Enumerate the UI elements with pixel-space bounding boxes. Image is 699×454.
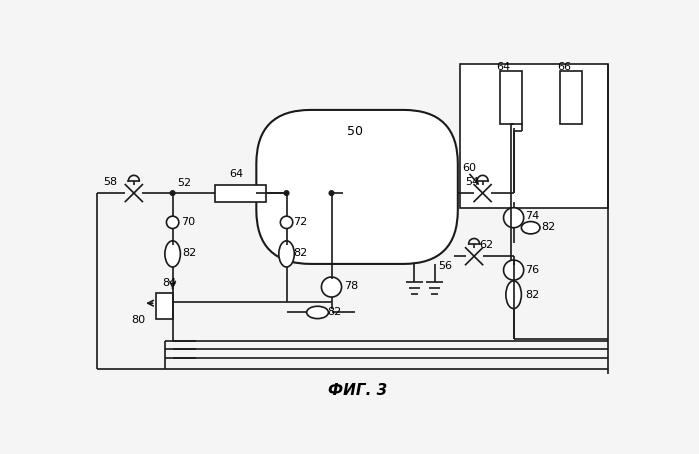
- Text: 52: 52: [178, 178, 192, 188]
- Text: 76: 76: [525, 265, 540, 275]
- Circle shape: [284, 191, 289, 195]
- Text: 56: 56: [438, 261, 452, 271]
- Text: 62: 62: [479, 241, 493, 251]
- Text: ФИГ. 3: ФИГ. 3: [329, 384, 387, 399]
- Circle shape: [171, 191, 175, 195]
- Text: 74: 74: [525, 211, 540, 221]
- Circle shape: [503, 208, 524, 228]
- Circle shape: [329, 191, 334, 195]
- Bar: [156, 293, 173, 319]
- Text: 84: 84: [163, 278, 177, 288]
- Text: 82: 82: [182, 248, 196, 258]
- Circle shape: [166, 216, 179, 228]
- Ellipse shape: [506, 281, 521, 309]
- Circle shape: [280, 216, 293, 228]
- Text: 78: 78: [344, 281, 358, 291]
- Ellipse shape: [521, 222, 540, 234]
- Text: 82: 82: [293, 248, 307, 258]
- Text: 82: 82: [542, 222, 556, 232]
- Text: 82: 82: [328, 306, 342, 316]
- Ellipse shape: [279, 241, 294, 267]
- Bar: [500, 71, 522, 124]
- Text: 60: 60: [463, 163, 477, 173]
- Text: 66: 66: [557, 62, 571, 72]
- Text: 64: 64: [496, 62, 511, 72]
- Ellipse shape: [165, 241, 180, 267]
- Text: 54: 54: [466, 177, 480, 187]
- FancyBboxPatch shape: [257, 110, 458, 264]
- Ellipse shape: [307, 306, 329, 319]
- Text: 50: 50: [347, 125, 363, 138]
- Text: 82: 82: [525, 290, 540, 300]
- Bar: [460, 64, 608, 208]
- Text: 80: 80: [131, 315, 145, 325]
- Circle shape: [322, 277, 342, 297]
- Circle shape: [503, 260, 524, 280]
- Text: 58: 58: [103, 177, 117, 187]
- Bar: [215, 185, 266, 202]
- Bar: [560, 71, 582, 124]
- Text: 64: 64: [229, 169, 243, 179]
- Text: 70: 70: [181, 217, 195, 227]
- Text: 72: 72: [293, 217, 307, 227]
